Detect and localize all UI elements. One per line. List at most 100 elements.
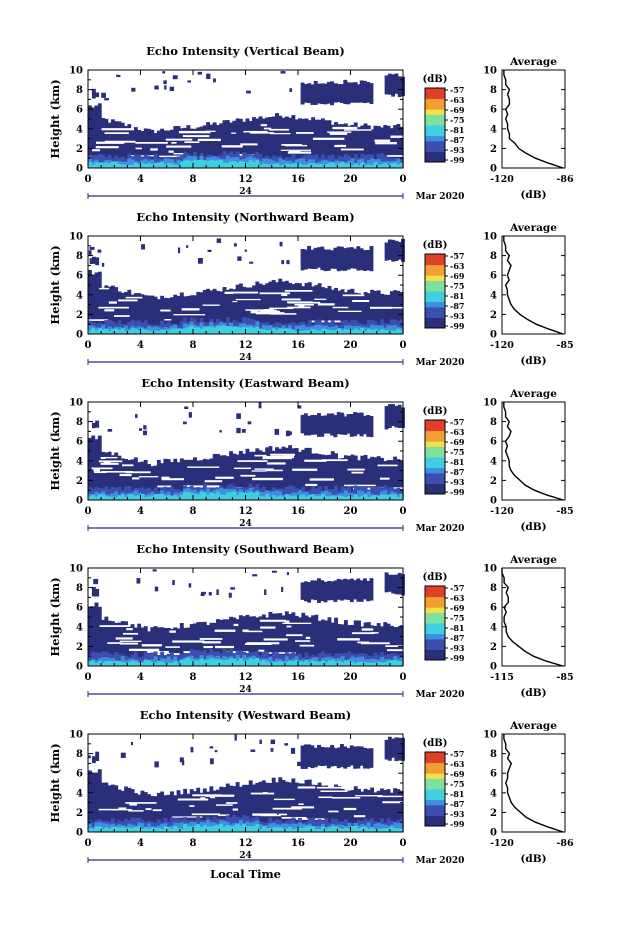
- echo-cell: [238, 615, 243, 666]
- echo-cell: [314, 330, 319, 334]
- profile-y-tick-label: 2: [490, 642, 497, 653]
- echo-cell: [101, 263, 105, 267]
- echo-cell: [304, 779, 309, 832]
- echo-cell: [291, 661, 296, 666]
- echo-cell: [176, 823, 181, 832]
- colorbar-swatch: [425, 114, 445, 121]
- profile-y-tick-label: 0: [490, 164, 497, 175]
- echo-cell: [160, 824, 165, 832]
- echo-cell: [397, 572, 402, 595]
- echo-cell: [275, 496, 279, 500]
- echo-cell: [320, 248, 325, 264]
- echo-cell: [219, 619, 224, 666]
- echo-cell: [271, 570, 277, 573]
- echo-gap: [270, 132, 291, 135]
- echo-cell: [337, 84, 342, 98]
- echo-cell: [225, 825, 230, 832]
- echo-gap: [297, 786, 316, 789]
- echo-cell: [186, 160, 191, 168]
- echo-cell: [380, 293, 384, 334]
- echo-cell: [258, 402, 262, 409]
- echo-cell: [399, 291, 404, 334]
- echo-gap: [114, 315, 130, 317]
- echo-cell: [101, 619, 106, 666]
- echo-cell: [369, 246, 374, 272]
- echo-cell: [88, 661, 92, 666]
- echo-cell: [160, 162, 165, 168]
- echo-cell: [360, 490, 365, 500]
- echo-cell: [383, 125, 388, 168]
- echo-cell: [284, 661, 289, 666]
- echo-cell: [334, 748, 338, 763]
- echo-cell: [373, 495, 378, 500]
- echo-gap: [165, 138, 193, 141]
- echo-cell: [258, 161, 263, 168]
- echo-cell: [373, 829, 378, 832]
- echo-cell: [291, 322, 296, 334]
- profile-y-tick-label: 10: [483, 66, 497, 77]
- echo-cell: [179, 161, 184, 168]
- echo-cell: [258, 828, 263, 832]
- echo-cell: [291, 778, 296, 832]
- echo-gap: [244, 630, 263, 633]
- echo-cell: [137, 326, 142, 334]
- echo-cell: [311, 328, 316, 334]
- echo-cell: [252, 659, 256, 666]
- echo-cell: [250, 749, 256, 752]
- echo-cell: [370, 165, 375, 168]
- echo-cell: [244, 249, 247, 252]
- echo-cell: [170, 163, 174, 168]
- echo-cell: [130, 294, 135, 334]
- echo-cell: [353, 82, 358, 99]
- echo-cell: [235, 654, 240, 666]
- echo-cell: [153, 162, 158, 168]
- echo-cell: [147, 295, 151, 334]
- echo-cell: [107, 122, 112, 168]
- profile-y-tick-label: 0: [490, 828, 497, 839]
- echo-cell: [176, 827, 181, 832]
- echo-cell: [133, 127, 138, 168]
- colorbar-tick-label: -99: [450, 321, 465, 331]
- profile-x-label: (dB): [520, 687, 546, 699]
- echo-cell: [298, 118, 302, 168]
- echo-cell: [303, 249, 308, 270]
- echo-cell: [330, 289, 335, 334]
- echo-cell: [311, 826, 316, 832]
- echo-cell: [170, 651, 174, 666]
- echo-cell: [363, 165, 368, 168]
- echo-cell: [156, 627, 161, 666]
- echo-cell: [225, 317, 230, 334]
- echo-cell: [173, 164, 178, 168]
- echo-cell: [94, 602, 99, 666]
- echo-cell: [120, 790, 125, 832]
- echo-gap: [166, 145, 192, 148]
- echo-cell: [397, 404, 402, 429]
- echo-cell: [383, 162, 388, 168]
- echo-cell: [160, 329, 165, 334]
- echo-cell: [229, 451, 233, 500]
- echo-cell: [104, 486, 109, 500]
- echo-gap: [230, 291, 259, 294]
- echo-cell: [396, 158, 401, 168]
- echo-cell: [137, 826, 142, 832]
- echo-cell: [153, 296, 158, 334]
- echo-cell: [143, 425, 147, 430]
- echo-cell: [252, 327, 256, 334]
- echo-gap: [314, 298, 327, 300]
- echo-cell: [219, 430, 222, 433]
- echo-cell: [202, 326, 207, 334]
- echo-cell: [202, 659, 207, 666]
- echo-gap: [128, 810, 144, 812]
- echo-cell: [320, 660, 325, 666]
- echo-cell: [380, 153, 384, 168]
- echo-cell: [258, 153, 263, 168]
- echo-cell: [150, 652, 155, 666]
- date-label: Mar 2020: [416, 358, 465, 368]
- echo-cell: [350, 82, 355, 100]
- echo-cell: [169, 86, 175, 91]
- echo-cell: [291, 829, 296, 832]
- echo-gap: [119, 473, 132, 477]
- echo-gap: [244, 643, 272, 645]
- echo-cell: [281, 615, 286, 666]
